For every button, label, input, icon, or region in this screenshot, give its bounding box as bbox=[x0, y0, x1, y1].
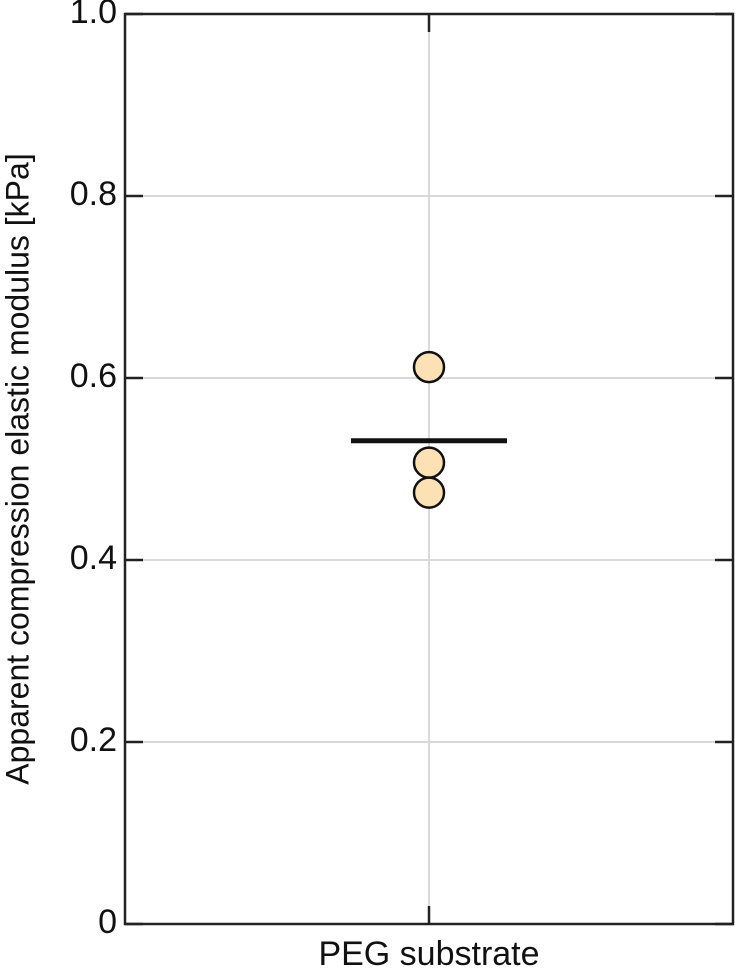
y-axis-label: Apparent compression elastic modulus [kP… bbox=[0, 153, 35, 784]
y-tick-label: 0.2 bbox=[70, 721, 117, 759]
data-point bbox=[412, 350, 446, 384]
y-tick-label: 1.0 bbox=[70, 0, 117, 31]
y-tick-label: 0 bbox=[98, 903, 117, 941]
data-point bbox=[412, 476, 446, 509]
y-tick-label: 0.6 bbox=[70, 357, 117, 395]
data-point bbox=[412, 446, 446, 479]
y-tick-label: 0.4 bbox=[70, 539, 117, 577]
y-tick-label: 0.8 bbox=[70, 175, 117, 213]
x-tick-label: PEG substrate bbox=[318, 935, 539, 972]
